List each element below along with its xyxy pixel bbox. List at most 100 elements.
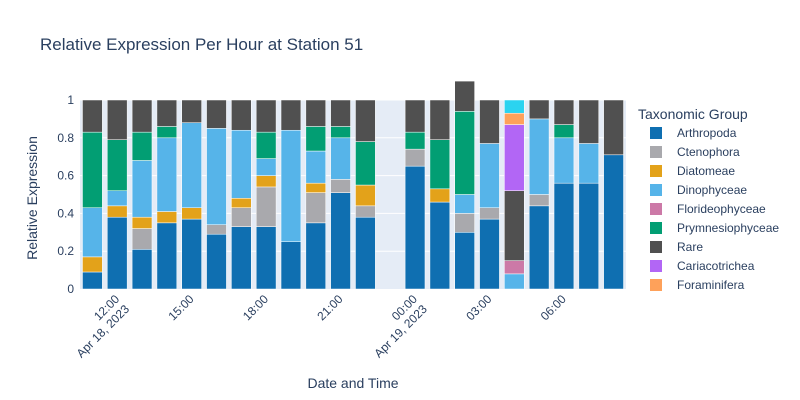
bar-segment[interactable]: [131, 216, 153, 229]
bar-segment[interactable]: [479, 207, 500, 220]
bar-segment[interactable]: [131, 99, 153, 133]
bar-segment[interactable]: [479, 218, 500, 290]
bar-segment[interactable]: [454, 232, 475, 290]
bar-segment[interactable]: [156, 126, 178, 139]
bar-segment[interactable]: [255, 99, 277, 133]
bar-segment[interactable]: [107, 139, 128, 191]
bar-segment[interactable]: [280, 241, 302, 290]
bar-segment[interactable]: [305, 182, 326, 193]
bar-segment[interactable]: [156, 99, 178, 127]
bar-segment[interactable]: [305, 99, 326, 127]
bar-segment[interactable]: [429, 188, 451, 203]
bar-segment[interactable]: [156, 211, 178, 224]
bar-segment[interactable]: [131, 249, 153, 290]
bar-segment[interactable]: [504, 190, 525, 261]
bar-segment[interactable]: [553, 124, 575, 139]
bar-segment[interactable]: [107, 205, 128, 218]
bar-segment[interactable]: [504, 124, 525, 191]
bar-segment[interactable]: [181, 207, 202, 220]
bar-segment[interactable]: [231, 207, 252, 227]
bar-segment[interactable]: [206, 128, 227, 225]
bar-segment[interactable]: [429, 139, 451, 190]
bar-segment[interactable]: [479, 99, 500, 144]
bar-segment[interactable]: [131, 228, 153, 250]
legend-item[interactable]: Rare: [650, 240, 703, 254]
bar-segment[interactable]: [82, 256, 103, 273]
bar-segment[interactable]: [231, 226, 252, 290]
bar-segment[interactable]: [231, 129, 252, 199]
legend[interactable]: Taxonomic Group Arthropoda Ctenophora Diat…: [638, 106, 779, 292]
bar-segment[interactable]: [305, 150, 326, 184]
bar-segment[interactable]: [255, 186, 277, 227]
bar-segment[interactable]: [255, 175, 277, 188]
bar-segment[interactable]: [578, 99, 599, 144]
bar-segment[interactable]: [181, 218, 202, 290]
bar-segment[interactable]: [181, 99, 202, 123]
bar-segment[interactable]: [454, 213, 475, 233]
legend-item[interactable]: Cariacotrichea: [650, 259, 755, 273]
bar-segment[interactable]: [107, 99, 128, 140]
bar-segment[interactable]: [553, 99, 575, 125]
bar-segment[interactable]: [82, 131, 103, 208]
bar-segment[interactable]: [330, 126, 351, 139]
bar-segment[interactable]: [528, 194, 550, 207]
bar-segment[interactable]: [82, 207, 103, 258]
bar-segment[interactable]: [504, 273, 525, 290]
bar-segment[interactable]: [504, 99, 525, 114]
bar-segment[interactable]: [404, 131, 426, 150]
bar-segment[interactable]: [107, 190, 128, 207]
bar-segment[interactable]: [528, 205, 550, 290]
bar-segment[interactable]: [528, 118, 550, 195]
bar-segment[interactable]: [454, 111, 475, 195]
bar-segment[interactable]: [553, 137, 575, 184]
bar-segment[interactable]: [528, 99, 550, 120]
bar-segment[interactable]: [404, 99, 426, 133]
bar-segment[interactable]: [131, 131, 153, 161]
bar-segment[interactable]: [255, 226, 277, 290]
bar-segment[interactable]: [206, 99, 227, 129]
bar-segment[interactable]: [206, 233, 227, 290]
bar-segment[interactable]: [603, 99, 624, 156]
bar-segment[interactable]: [355, 141, 376, 186]
bar-segment[interactable]: [330, 179, 351, 193]
bar-segment[interactable]: [82, 271, 103, 290]
bar-segment[interactable]: [156, 137, 178, 212]
bar-segment[interactable]: [280, 129, 302, 243]
bar-segment[interactable]: [255, 158, 277, 176]
bar-segment[interactable]: [355, 216, 376, 290]
legend-item[interactable]: Arthropoda: [650, 126, 737, 140]
bar-segment[interactable]: [603, 154, 624, 290]
legend-item[interactable]: Prymnesiophyceae: [650, 221, 779, 235]
bar-segment[interactable]: [107, 216, 128, 290]
bar-segment[interactable]: [305, 222, 326, 290]
legend-item[interactable]: Florideophyceae: [650, 202, 766, 216]
bar-segment[interactable]: [578, 182, 599, 290]
bar-segment[interactable]: [429, 99, 451, 140]
bar-segment[interactable]: [255, 131, 277, 159]
bar-segment[interactable]: [454, 80, 475, 112]
bar-segment[interactable]: [131, 160, 153, 218]
bar-segment[interactable]: [355, 184, 376, 207]
bar-segment[interactable]: [82, 99, 103, 133]
bar-segment[interactable]: [330, 99, 351, 127]
bar-segment[interactable]: [504, 260, 525, 275]
bar-segment[interactable]: [280, 99, 302, 131]
legend-item[interactable]: Dinophyceae: [650, 183, 747, 197]
bar-segment[interactable]: [504, 112, 525, 125]
bar-segment[interactable]: [553, 182, 575, 290]
bar-segment[interactable]: [404, 165, 426, 290]
bar-segment[interactable]: [578, 143, 599, 184]
bar-segment[interactable]: [355, 205, 376, 218]
bar-segment[interactable]: [330, 137, 351, 180]
bar-segment[interactable]: [454, 194, 475, 214]
bar-segment[interactable]: [355, 99, 376, 142]
bar-segment[interactable]: [305, 192, 326, 224]
bar-segment[interactable]: [231, 198, 252, 208]
legend-item[interactable]: Foraminifera: [650, 278, 745, 292]
bar-segment[interactable]: [479, 143, 500, 208]
bar-segment[interactable]: [330, 192, 351, 290]
bar-segment[interactable]: [231, 99, 252, 131]
legend-item[interactable]: Ctenophora: [650, 145, 740, 159]
bar-segment[interactable]: [429, 201, 451, 290]
bar-segment[interactable]: [206, 224, 227, 235]
